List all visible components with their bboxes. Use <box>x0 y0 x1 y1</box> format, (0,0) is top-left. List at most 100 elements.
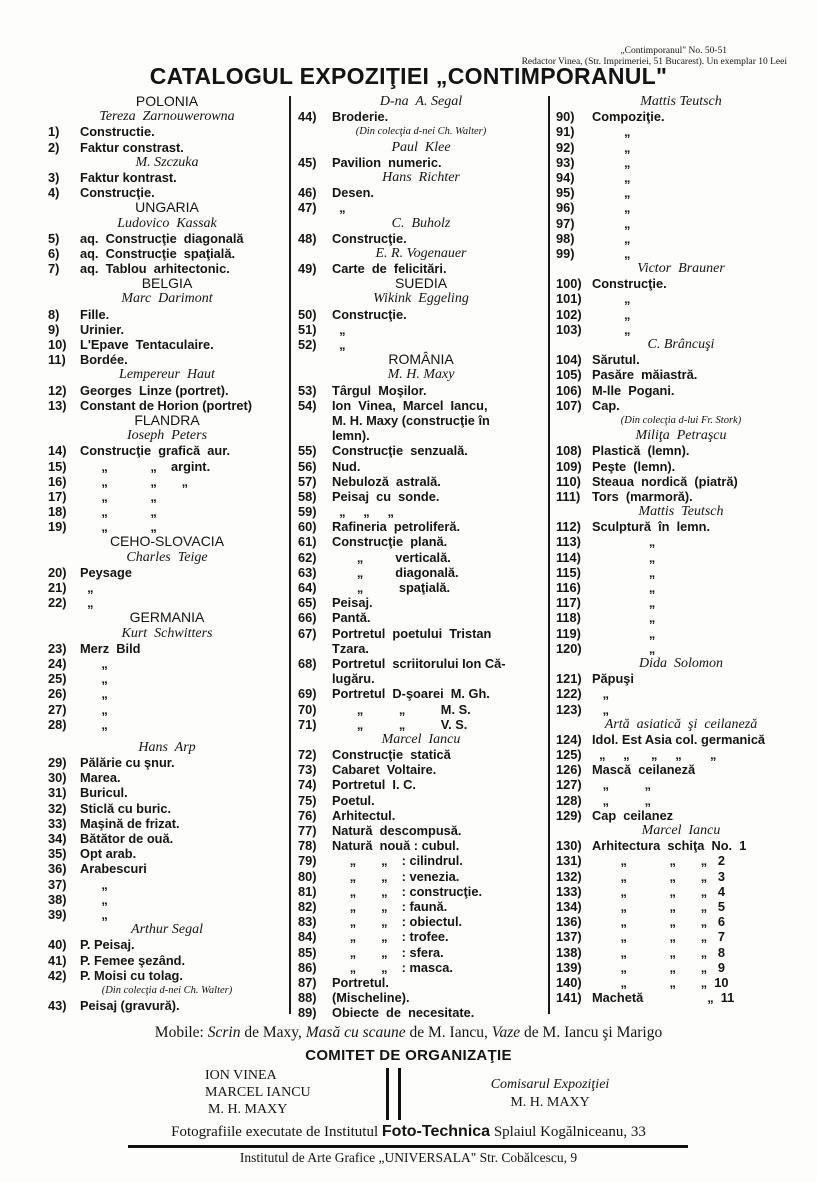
catalog-entry: 54) Ion Vinea, Marcel Iancu, <box>298 398 544 413</box>
furniture-line: Mobile: Scrin de Maxy, Masă cu scaune de… <box>0 1024 817 1042</box>
entry-title: „ <box>332 200 346 216</box>
catalog-entry: 125) „ „ „ „ „ <box>556 747 806 762</box>
entry-title: Portretul D-şoarei M. Gh. <box>332 686 490 702</box>
entry-number: 128) <box>556 792 582 808</box>
catalog-entry: 141) Machetă „ 11 <box>556 990 806 1005</box>
catalog-entry: 47) „ <box>298 200 544 215</box>
entry-number: 12) <box>48 382 67 398</box>
catalog-entry: 35) Opt arab. <box>48 846 286 861</box>
entry-number: 71) <box>298 716 317 732</box>
catalog-entry: 55) Construcţie senzuală. <box>298 443 544 458</box>
entry-title: Portretul poetului Tristan <box>332 625 492 641</box>
artist-name: Ludovico Kassak <box>117 215 217 231</box>
catalog-entry: 75) Poetul. <box>298 793 544 808</box>
entry-number: 34) <box>48 831 67 846</box>
entry-title: Sărutul. <box>592 352 640 368</box>
entry-title: „ „ „ 4 <box>592 883 725 899</box>
entry-number: 35) <box>48 846 67 862</box>
entry-title: Tors (marmoră). <box>592 488 693 504</box>
catalog-entry: 78) Natură nouă : cubul. <box>298 838 544 853</box>
catalog-entry: 119) „ <box>556 626 806 641</box>
catalog-entry: 51) „ <box>298 322 544 337</box>
catalog-entry: Tzara. <box>298 641 544 656</box>
catalog-entry: 82) „ „ : faună. <box>298 899 544 914</box>
entry-title: „ <box>592 701 610 717</box>
catalog-entry: 37) „ <box>48 877 286 892</box>
entry-title: „ <box>80 716 108 732</box>
catalog-entry: 1) Constructie. <box>48 124 286 139</box>
artist-name: Marcel Iancu <box>641 823 721 838</box>
entry-number: 41) <box>48 952 67 968</box>
country-heading: SUEDIA <box>394 275 448 292</box>
photo-studio-name: Foto-Technica <box>381 1123 491 1140</box>
artist-name: Paul Klee <box>391 139 451 155</box>
entry-number: 3) <box>48 169 60 185</box>
entry-title: Natură descompusă. <box>332 823 462 838</box>
entry-number: 7) <box>48 261 60 277</box>
entry-title: Pălărie cu şnur. <box>80 755 175 771</box>
catalog-column-1: POLONIA Tereza Zarnouwerowna 1) Constructie… <box>48 93 286 1013</box>
catalog-entry: 3) Faktur kontrast. <box>48 170 286 185</box>
commissioner-name: M. H. MAXY <box>510 1095 590 1110</box>
entry-number: 81) <box>298 883 317 899</box>
entry-title: (Mischeline). <box>332 990 410 1006</box>
entry-number: 52) <box>298 337 317 352</box>
entry-title: „ <box>592 169 631 185</box>
entry-title: Carte de felicitări. <box>332 261 447 277</box>
furniture-author: de Maxy, <box>240 1024 306 1041</box>
entry-number: 116) <box>556 580 581 595</box>
entry-number: 90) <box>556 109 575 125</box>
catalog-entry: 11) Bordée. <box>48 352 286 367</box>
entry-number: 112) <box>556 519 581 535</box>
catalog-entry: 99) „ <box>556 246 806 261</box>
catalog-entry: 9) Urinier. <box>48 322 286 337</box>
catalog-entry: 39) „ <box>48 907 286 922</box>
entry-number: 59) <box>298 504 317 520</box>
entry-title: Construcţie. <box>592 276 667 292</box>
footer-rule <box>128 1145 688 1148</box>
entry-title: „ <box>592 185 631 201</box>
catalog-entry: 44) Broderie. <box>298 109 544 124</box>
entry-title: Mască ceilaneză <box>592 762 696 778</box>
catalog-column-3: Mattis Teutsch 90) Compoziţie. 91) „ 92) „ 93… <box>556 94 806 1005</box>
entry-number: 94) <box>556 169 575 185</box>
collection-note: (Din colecţia d-nei Ch. Walter) <box>355 126 487 138</box>
entry-number: 9) <box>48 321 60 337</box>
entry-number: 93) <box>556 154 575 170</box>
entry-title: Nud. <box>332 458 361 474</box>
entry-number: 43) <box>48 998 67 1014</box>
artist-name: Mattis Teutsch <box>638 504 724 520</box>
entry-indent <box>298 413 332 428</box>
entry-number: 14) <box>48 443 67 459</box>
entry-title: Nebuloză astrală. <box>332 473 441 489</box>
entry-number: 57) <box>298 473 317 489</box>
catalog-entry: 38) „ <box>48 892 286 907</box>
entry-title: „ <box>592 321 631 337</box>
entry-title: Portretul I. C. <box>332 777 416 793</box>
catalog-entry: 64) „ spaţială. <box>298 580 544 595</box>
catalog-entry: 61) Construcţie plană. <box>298 534 544 549</box>
entry-number: 58) <box>298 488 317 504</box>
entry-title: Peisaj (gravură). <box>80 998 180 1014</box>
catalog-entry: 43) Peisaj (gravură). <box>48 998 286 1013</box>
entry-title: „ „ <box>592 792 652 808</box>
entry-title: „ „ : venezia. <box>332 868 460 884</box>
entry-number: 114) <box>556 549 581 565</box>
catalog-entry: 70) „ „ M. S. <box>298 702 544 717</box>
committee-member: ION VINEA <box>205 1068 277 1083</box>
catalog-entry: 62) „ verticală. <box>298 550 544 565</box>
catalog-entry: 4) Construcţie. <box>48 185 286 200</box>
entry-number: 18) <box>48 504 67 520</box>
divider-bar <box>386 1068 389 1120</box>
catalog-entry: 6) aq. Construcţie spaţială. <box>48 246 286 261</box>
entry-number: 126) <box>556 762 582 778</box>
entry-number: 38) <box>48 891 67 907</box>
catalog-entry: 13) Constant de Horion (portret) <box>48 398 286 413</box>
artist-name: Hans Arp <box>138 739 196 755</box>
editor-line: Redactor Vinea, (Str. Imprimeriei, 51 Bu… <box>521 57 787 67</box>
entry-number: 26) <box>48 686 67 702</box>
entry-title: „ „ „ 2 <box>592 853 725 869</box>
catalog-entry: 129) Cap ceilanez <box>556 808 806 823</box>
entry-title: Cap. <box>592 397 620 413</box>
entry-title: Georges Linze (portret). <box>80 382 229 398</box>
